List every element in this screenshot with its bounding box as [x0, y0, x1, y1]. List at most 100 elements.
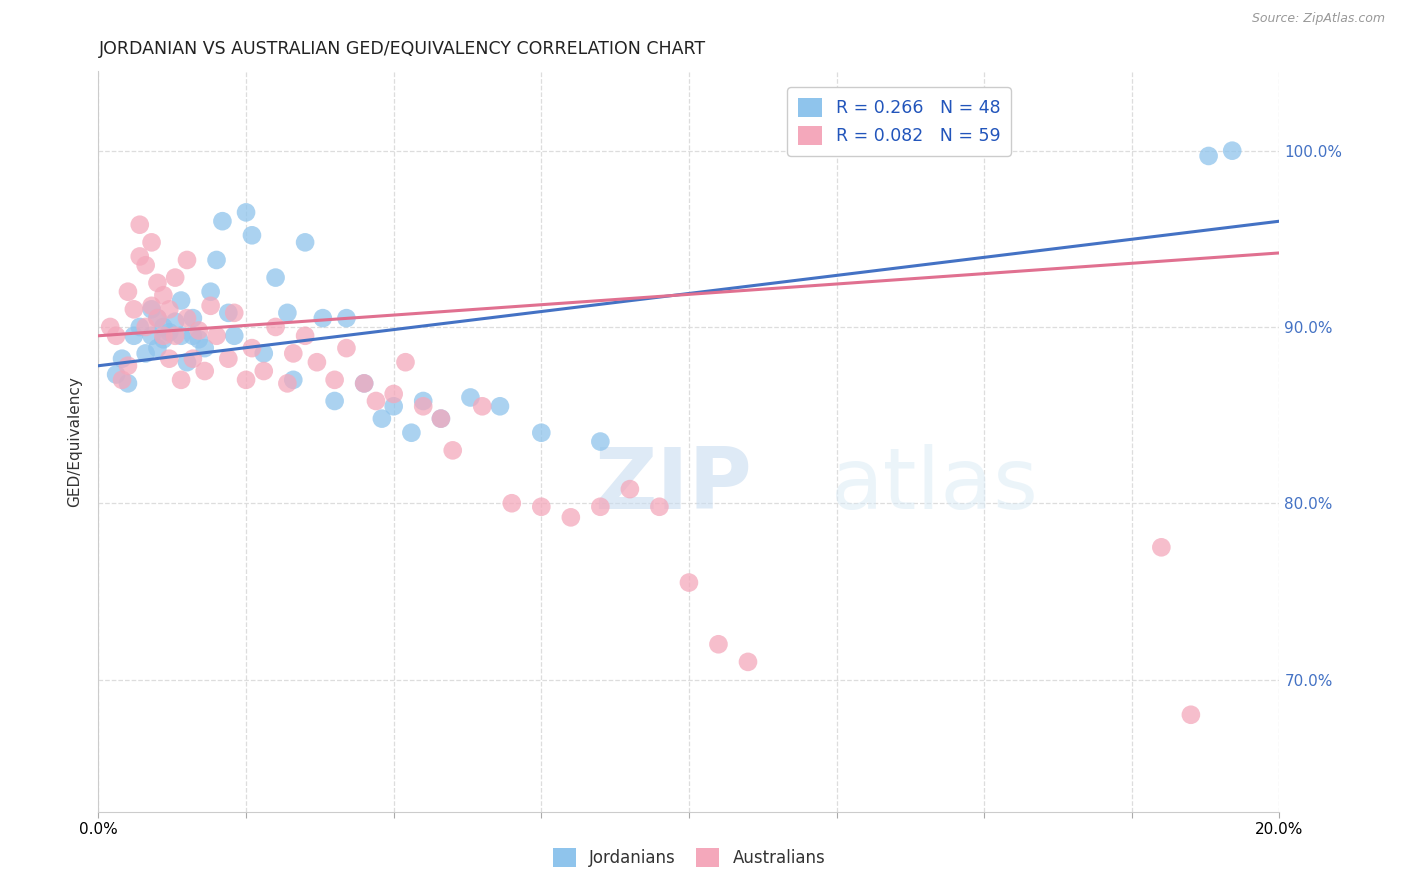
- Point: [737, 655, 759, 669]
- Point: [217, 351, 239, 366]
- Point: [128, 250, 150, 264]
- Point: [589, 500, 612, 514]
- Point: [200, 299, 222, 313]
- Point: [181, 311, 204, 326]
- Point: [382, 399, 405, 413]
- Point: [560, 510, 582, 524]
- Point: [530, 425, 553, 440]
- Point: [460, 391, 482, 405]
- Point: [157, 351, 180, 366]
- Point: [187, 323, 209, 337]
- Point: [335, 311, 357, 326]
- Point: [235, 205, 257, 219]
- Point: [441, 443, 464, 458]
- Legend: Jordanians, Australians: Jordanians, Australians: [546, 842, 832, 874]
- Point: [141, 302, 163, 317]
- Point: [217, 306, 239, 320]
- Point: [117, 359, 139, 373]
- Point: [135, 258, 157, 272]
- Point: [128, 320, 150, 334]
- Point: [135, 346, 157, 360]
- Point: [181, 328, 204, 343]
- Point: [141, 299, 163, 313]
- Point: [283, 346, 305, 360]
- Point: [141, 328, 163, 343]
- Point: [111, 373, 134, 387]
- Point: [323, 373, 346, 387]
- Point: [194, 364, 217, 378]
- Point: [176, 311, 198, 326]
- Text: ZIP: ZIP: [595, 444, 752, 527]
- Point: [122, 328, 145, 343]
- Point: [430, 411, 453, 425]
- Point: [157, 302, 180, 317]
- Point: [353, 376, 375, 391]
- Point: [170, 293, 193, 308]
- Point: [135, 320, 157, 334]
- Point: [394, 355, 416, 369]
- Point: [530, 500, 553, 514]
- Point: [589, 434, 612, 449]
- Point: [489, 399, 512, 413]
- Point: [264, 270, 287, 285]
- Point: [401, 425, 423, 440]
- Point: [157, 325, 180, 339]
- Point: [200, 285, 222, 299]
- Point: [312, 311, 335, 326]
- Point: [323, 394, 346, 409]
- Point: [335, 341, 357, 355]
- Point: [240, 228, 263, 243]
- Point: [176, 355, 198, 369]
- Point: [187, 332, 209, 346]
- Point: [471, 399, 494, 413]
- Point: [146, 341, 169, 355]
- Point: [253, 346, 276, 360]
- Point: [194, 341, 217, 355]
- Text: JORDANIAN VS AUSTRALIAN GED/EQUIVALENCY CORRELATION CHART: JORDANIAN VS AUSTRALIAN GED/EQUIVALENCY …: [98, 40, 706, 58]
- Point: [253, 364, 276, 378]
- Point: [146, 311, 169, 326]
- Point: [353, 376, 375, 391]
- Point: [305, 355, 328, 369]
- Point: [128, 218, 150, 232]
- Point: [117, 285, 139, 299]
- Point: [678, 575, 700, 590]
- Point: [122, 302, 145, 317]
- Point: [152, 320, 174, 334]
- Point: [283, 373, 305, 387]
- Point: [264, 320, 287, 334]
- Point: [1150, 541, 1173, 555]
- Point: [224, 306, 246, 320]
- Point: [619, 482, 641, 496]
- Point: [205, 252, 228, 267]
- Point: [170, 328, 193, 343]
- Point: [707, 637, 730, 651]
- Point: [111, 351, 134, 366]
- Point: [430, 411, 453, 425]
- Point: [240, 341, 263, 355]
- Point: [105, 328, 128, 343]
- Point: [648, 500, 671, 514]
- Point: [98, 320, 121, 334]
- Point: [211, 214, 233, 228]
- Point: [501, 496, 523, 510]
- Point: [412, 399, 434, 413]
- Point: [382, 387, 405, 401]
- Point: [181, 351, 204, 366]
- Point: [146, 311, 169, 326]
- Point: [412, 394, 434, 409]
- Point: [1180, 707, 1202, 722]
- Point: [294, 235, 316, 250]
- Point: [205, 328, 228, 343]
- Point: [152, 328, 174, 343]
- Point: [276, 376, 298, 391]
- Point: [371, 411, 394, 425]
- Y-axis label: GED/Equivalency: GED/Equivalency: [67, 376, 83, 507]
- Point: [276, 306, 298, 320]
- Point: [165, 270, 187, 285]
- Point: [176, 252, 198, 267]
- Point: [235, 373, 257, 387]
- Point: [364, 394, 387, 409]
- Point: [105, 368, 128, 382]
- Point: [1220, 144, 1243, 158]
